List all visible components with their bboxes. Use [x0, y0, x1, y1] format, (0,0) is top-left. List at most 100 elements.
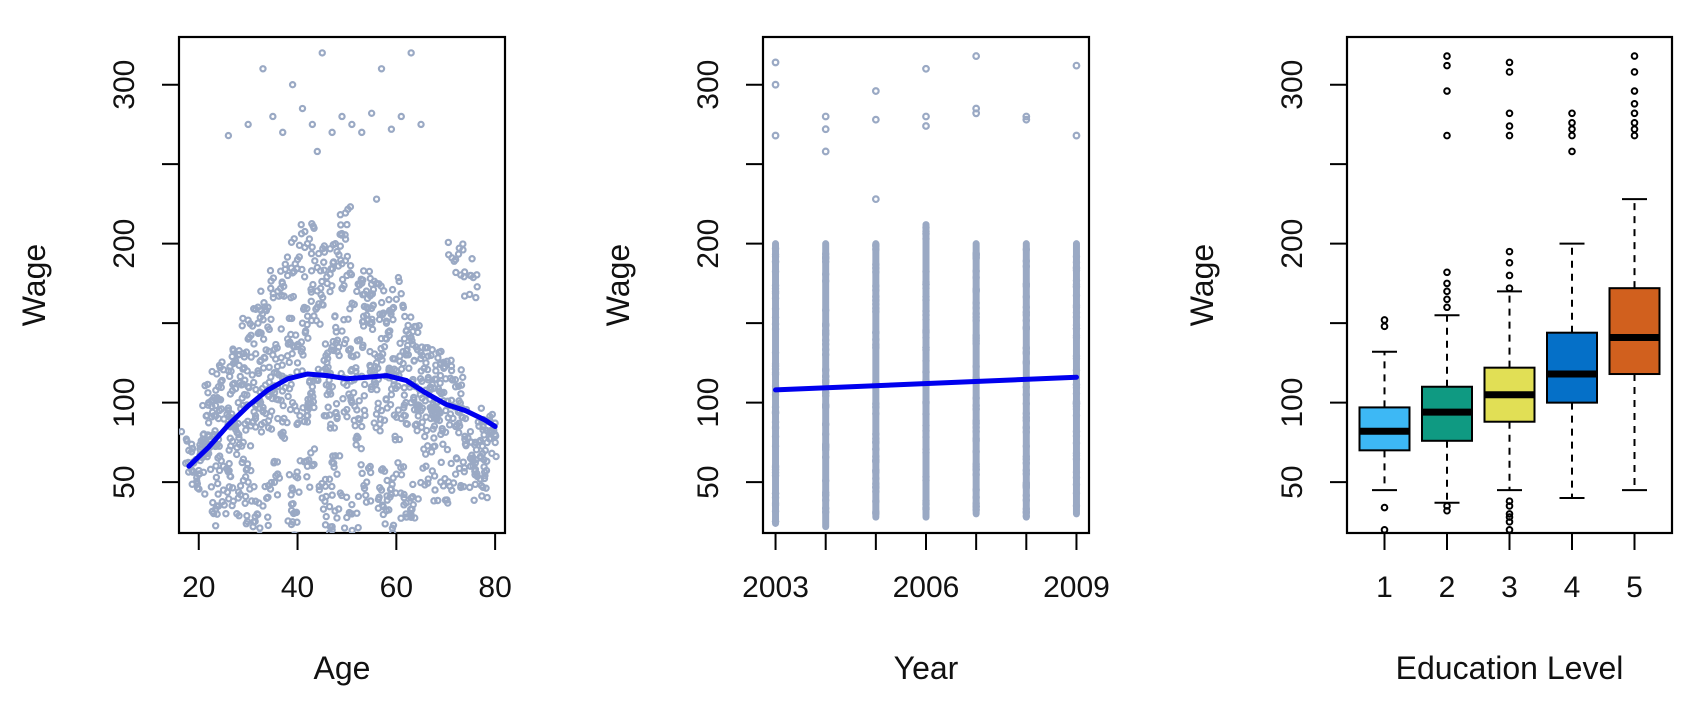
data-point: [372, 195, 381, 203]
data-point: [314, 249, 323, 258]
data-point: [417, 478, 425, 487]
data-point: [352, 441, 360, 449]
data-point: [321, 365, 330, 373]
data-point: [373, 386, 381, 394]
outlier-point: [1630, 119, 1639, 127]
data-point: [326, 424, 335, 432]
data-point: [821, 277, 830, 285]
data-point: [308, 388, 316, 396]
data-point: [1072, 333, 1081, 342]
data-point: [402, 499, 410, 507]
data-point: [353, 432, 361, 441]
data-marks: [179, 49, 500, 551]
data-point: [227, 367, 235, 375]
data-point: [348, 500, 356, 509]
data-point: [821, 476, 830, 485]
data-point: [277, 325, 285, 333]
data-point: [400, 384, 408, 392]
data-point: [400, 490, 408, 499]
data-point: [401, 312, 409, 321]
data-point: [213, 510, 221, 518]
data-point: [285, 358, 293, 367]
data-point: [771, 250, 780, 259]
data-point: [444, 478, 453, 486]
data-point: [771, 499, 780, 507]
data-marks: [771, 52, 1081, 531]
data-point: [300, 458, 309, 466]
data-point: [360, 392, 369, 400]
data-point: [491, 432, 500, 440]
data-point: [821, 430, 830, 438]
y-tick-label: 300: [1276, 60, 1309, 110]
data-point: [211, 427, 219, 435]
data-point: [972, 362, 980, 371]
data-point: [273, 491, 282, 499]
data-point: [368, 325, 377, 334]
data-point: [430, 422, 439, 430]
data-point: [264, 521, 272, 530]
outlier-point: [1072, 61, 1081, 70]
data-point: [366, 274, 374, 283]
data-point: [261, 305, 269, 314]
data-point: [237, 442, 246, 450]
data-point: [465, 483, 474, 492]
outlier-point: [1072, 131, 1081, 140]
data-point: [326, 245, 334, 253]
data-point: [488, 449, 496, 458]
data-point: [922, 445, 930, 453]
data-point: [1022, 466, 1031, 475]
data-point: [1072, 258, 1081, 267]
data-point: [321, 482, 330, 490]
data-point: [249, 378, 258, 387]
data-point: [358, 343, 367, 352]
data-point: [872, 260, 880, 269]
fit-line: [186, 371, 498, 469]
data-point: [397, 535, 402, 540]
data-point: [222, 510, 230, 518]
data-point: [1072, 502, 1081, 510]
data-point: [427, 448, 436, 456]
data-point: [284, 517, 292, 525]
y-tick-label: 50: [1276, 465, 1309, 498]
data-point: [365, 267, 374, 276]
data-point: [468, 451, 476, 459]
data-point: [278, 361, 286, 369]
data-point: [435, 407, 443, 416]
data-point: [295, 488, 303, 496]
data-point: [212, 473, 221, 482]
outlier-point: [1443, 87, 1451, 95]
data-point: [296, 412, 304, 420]
data-point: [283, 418, 291, 427]
data-point: [328, 546, 333, 551]
data-point: [392, 295, 401, 304]
data-point: [234, 419, 242, 428]
data-point: [440, 364, 448, 372]
data-point: [308, 120, 317, 129]
data-point: [390, 411, 399, 419]
data-point: [821, 392, 830, 400]
outlier-point: [821, 112, 830, 121]
data-point: [334, 505, 343, 513]
data-point: [872, 403, 880, 412]
data-point: [821, 306, 830, 314]
data-point: [314, 365, 323, 374]
data-point: [972, 506, 980, 514]
data-point: [353, 509, 361, 517]
data-point: [328, 282, 336, 290]
data-point: [343, 412, 351, 421]
data-point: [355, 397, 363, 405]
outlier-point: [1568, 125, 1576, 134]
data-point: [358, 128, 366, 137]
data-point: [303, 412, 312, 420]
data-point: [283, 253, 292, 261]
data-point: [255, 328, 264, 336]
data-point: [1022, 491, 1031, 500]
x-tick-label: 1: [1376, 571, 1393, 604]
data-point: [1022, 512, 1031, 520]
data-point: [203, 411, 211, 420]
data-point: [1072, 308, 1081, 317]
data-point: [771, 409, 780, 417]
data-point: [821, 453, 830, 461]
outlier-point: [1443, 52, 1451, 60]
data-point: [288, 484, 296, 492]
